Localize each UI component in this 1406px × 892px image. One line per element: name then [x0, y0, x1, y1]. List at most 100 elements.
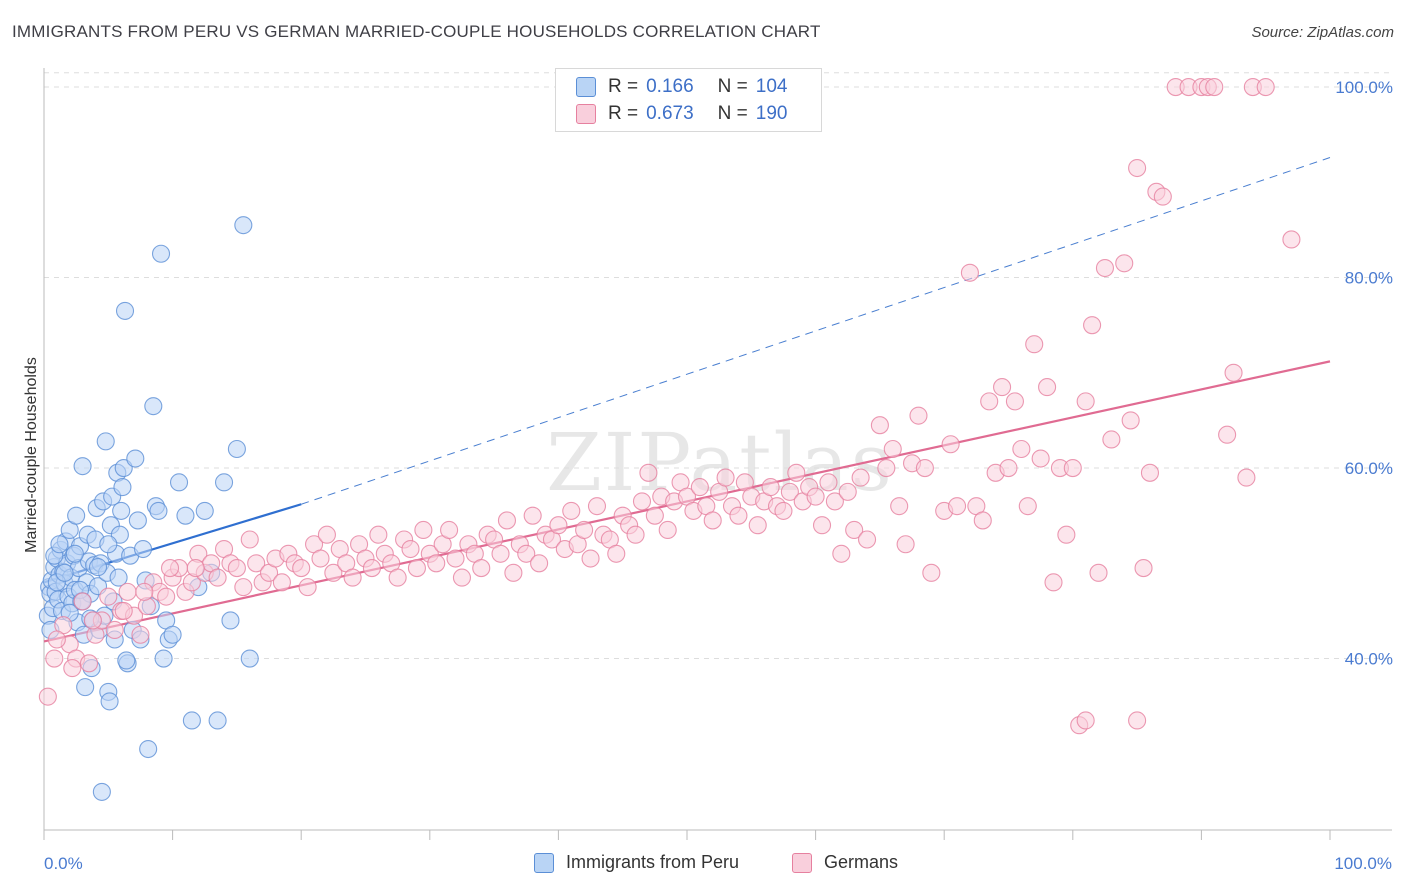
- point-germans: [1256, 78, 1275, 97]
- point-peru: [227, 439, 246, 459]
- point-germans: [324, 563, 343, 582]
- legend-n-value: 104: [755, 76, 788, 97]
- point-germans: [157, 587, 176, 606]
- y-tick-label: 80.0%: [1345, 269, 1393, 288]
- legend-swatch-peru: [576, 77, 596, 97]
- bottom-legend-label-germans: Germans: [824, 852, 899, 872]
- legend-row-germans: R = 0.673 N = 190: [576, 102, 787, 126]
- point-germans: [1128, 158, 1147, 178]
- point-germans: [819, 473, 838, 492]
- point-germans: [234, 578, 253, 597]
- point-germans: [79, 654, 99, 673]
- legend-row-peru: R = 0.166 N = 104: [576, 75, 787, 99]
- point-germans: [896, 535, 915, 554]
- point-germans: [105, 620, 124, 640]
- point-germans: [890, 497, 909, 516]
- point-germans: [1012, 439, 1031, 459]
- point-germans: [812, 516, 832, 535]
- point-germans: [1218, 425, 1237, 444]
- point-peru: [133, 539, 153, 559]
- point-peru: [113, 478, 132, 497]
- point-germans: [832, 544, 851, 563]
- point-peru: [92, 782, 111, 801]
- point-germans: [311, 549, 330, 568]
- point-germans: [973, 511, 992, 530]
- point-peru: [117, 651, 136, 670]
- point-peru: [73, 457, 92, 476]
- point-peru: [76, 678, 95, 697]
- point-germans: [549, 516, 568, 535]
- point-germans: [729, 506, 748, 525]
- point-germans: [1018, 497, 1037, 516]
- point-germans: [948, 497, 967, 516]
- point-germans: [1102, 430, 1121, 449]
- point-germans: [1282, 230, 1301, 249]
- point-germans: [922, 563, 941, 582]
- point-peru: [149, 501, 168, 520]
- point-peru: [55, 563, 74, 582]
- point-germans: [857, 530, 877, 549]
- point-germans: [523, 506, 542, 525]
- point-germans: [877, 458, 896, 478]
- point-germans: [787, 463, 806, 482]
- point-germans: [160, 559, 180, 578]
- point-peru: [99, 535, 118, 554]
- point-peru: [182, 711, 201, 730]
- chart-title: IMMIGRANTS FROM PERU VS GERMAN MARRIED-C…: [12, 22, 821, 41]
- point-germans: [497, 511, 517, 530]
- point-peru: [144, 397, 163, 416]
- point-peru: [126, 449, 145, 468]
- point-germans: [427, 554, 446, 573]
- point-germans: [240, 530, 259, 549]
- point-germans: [993, 378, 1012, 397]
- point-germans: [1237, 468, 1256, 487]
- point-peru: [169, 473, 189, 492]
- point-germans: [587, 497, 607, 516]
- gridlines: [44, 72, 1392, 660]
- point-germans: [472, 559, 491, 578]
- point-peru: [88, 558, 108, 577]
- point-germans: [632, 492, 652, 511]
- source-label: Source: ZipAtlas.com: [1251, 24, 1394, 41]
- point-peru: [139, 739, 158, 759]
- point-germans: [362, 559, 381, 578]
- bottom-legend-label-peru: Immigrants from Peru: [566, 852, 740, 872]
- point-peru: [240, 649, 259, 668]
- point-germans: [114, 601, 133, 620]
- point-germans: [1044, 573, 1063, 592]
- y-tick-label: 40.0%: [1345, 650, 1393, 669]
- point-germans: [131, 625, 150, 644]
- point-germans: [960, 263, 979, 282]
- legend-r-label: R =: [608, 103, 639, 124]
- point-peru: [96, 432, 115, 451]
- point-germans: [999, 458, 1018, 478]
- point-germans: [716, 468, 735, 487]
- x-tick-label-min: 0.0%: [44, 854, 83, 873]
- point-germans: [63, 659, 82, 678]
- point-germans: [658, 520, 677, 540]
- point-germans: [1115, 254, 1134, 273]
- point-germans: [504, 563, 523, 582]
- point-peru: [214, 473, 234, 492]
- point-germans: [1205, 78, 1224, 97]
- bottom-legend-germans: Germans: [792, 852, 898, 873]
- point-peru: [115, 301, 135, 320]
- point-germans: [774, 501, 793, 520]
- point-peru: [154, 649, 173, 668]
- point-germans: [388, 568, 407, 587]
- point-germans: [38, 687, 57, 706]
- point-germans: [1089, 563, 1108, 582]
- point-germans: [1057, 525, 1076, 544]
- point-germans: [748, 516, 767, 535]
- point-germans: [247, 554, 266, 573]
- legend-n-value: 190: [755, 103, 788, 124]
- point-germans: [909, 406, 928, 425]
- y-tick-label: 100.0%: [1335, 78, 1393, 97]
- point-germans: [1224, 363, 1243, 382]
- point-germans: [780, 482, 799, 501]
- point-peru: [176, 506, 195, 525]
- point-peru: [109, 568, 128, 587]
- point-germans: [639, 463, 658, 482]
- point-germans: [118, 582, 137, 601]
